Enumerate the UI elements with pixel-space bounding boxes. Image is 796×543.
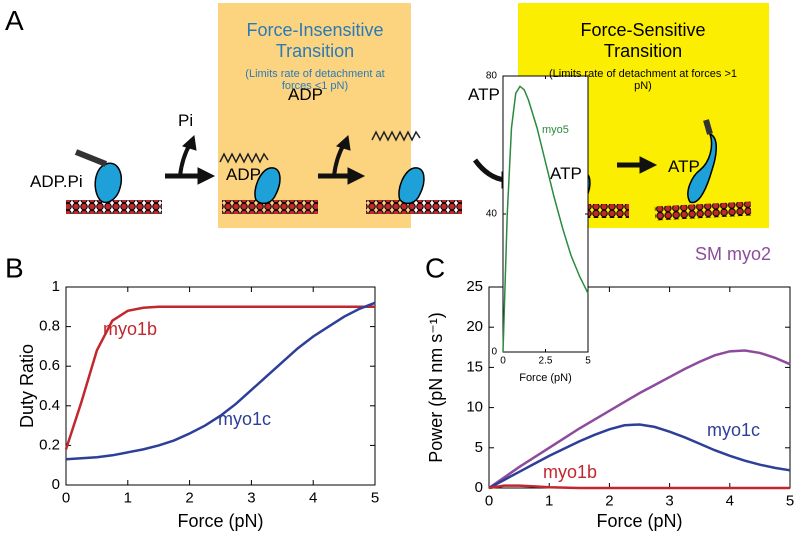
box-note: (Limits rate of detachment at forces >1 … [548,68,737,92]
x-tick-label: 0 [62,489,70,506]
x-tick-label: 3 [247,489,255,506]
x-tick-label: 1 [545,492,553,509]
y-tick-label: 0.4 [39,397,60,414]
x-tick-label: 2.5 [539,356,553,367]
x-tick-label: 3 [665,492,673,509]
x-tick-label: 4 [726,492,734,509]
box-title: Force-Insensitive Transition [246,20,384,61]
series-label: SM myo2 [695,244,771,264]
state-label: ADP [226,165,261,184]
x-axis-title: Force (pN) [519,372,572,384]
plot-frame [502,75,589,353]
state-label: ADP.Pi [30,172,83,191]
x-tick-label: 4 [309,489,317,506]
y-axis-title: Duty Ratio [17,344,37,428]
x-tick-label: 2 [605,492,613,509]
series-line [488,484,790,490]
y-tick-label: 1 [52,278,60,295]
y-tick-label: 0 [491,347,497,358]
series-label: myo1b [103,319,157,339]
panel-label: A [5,5,24,36]
series-line [488,423,791,490]
y-tick-label: 0.2 [39,436,60,453]
y-tick-label: 40 [486,209,498,220]
box-note: (Limits rate of detachment at forces <1 … [245,68,385,92]
x-tick-label: 0 [500,356,506,367]
x-tick-label: 2 [185,489,193,506]
state-label: ATP [668,157,700,176]
y-tick-label: 0.8 [39,318,60,335]
plot-frame [65,286,376,486]
x-tick-label: 5 [371,489,379,506]
panel-label: C [425,252,445,283]
state-label: ATP [468,85,500,104]
y-tick-label: 5 [475,439,483,456]
series-line [64,305,375,450]
series-label: myo1b [543,462,597,482]
state-label: Pi [178,111,194,130]
series-label: myo1c [218,409,271,429]
series-line [502,85,589,353]
insensitive-box [218,3,411,228]
state-label: ATP [550,164,582,183]
y-tick-label: 25 [466,278,483,295]
x-tick-label: 0 [485,492,493,509]
box-title: Force-Sensitive Transition [580,20,706,61]
y-tick-label: 0 [475,479,483,496]
y-tick-label: 20 [466,318,483,335]
y-tick-label: 0.6 [39,357,60,374]
series-label: myo1c [707,420,760,440]
x-tick-label: 1 [124,489,132,506]
series-line [488,349,791,490]
x-axis-title: Force (pN) [177,511,263,531]
panel-label: B [5,252,24,283]
y-tick-label: 10 [466,399,483,416]
y-axis-title: Power (pN nm s⁻¹) [426,312,446,463]
x-tick-label: 5 [786,492,794,509]
y-tick-label: 15 [466,358,483,375]
state-label: ADP [288,85,323,104]
series-label: myo5 [542,124,569,136]
series-line [65,301,376,461]
x-tick-label: 5 [585,356,591,367]
x-axis-title: Force (pN) [596,511,682,531]
y-tick-label: 0 [52,476,60,493]
y-tick-label: 80 [486,71,498,82]
